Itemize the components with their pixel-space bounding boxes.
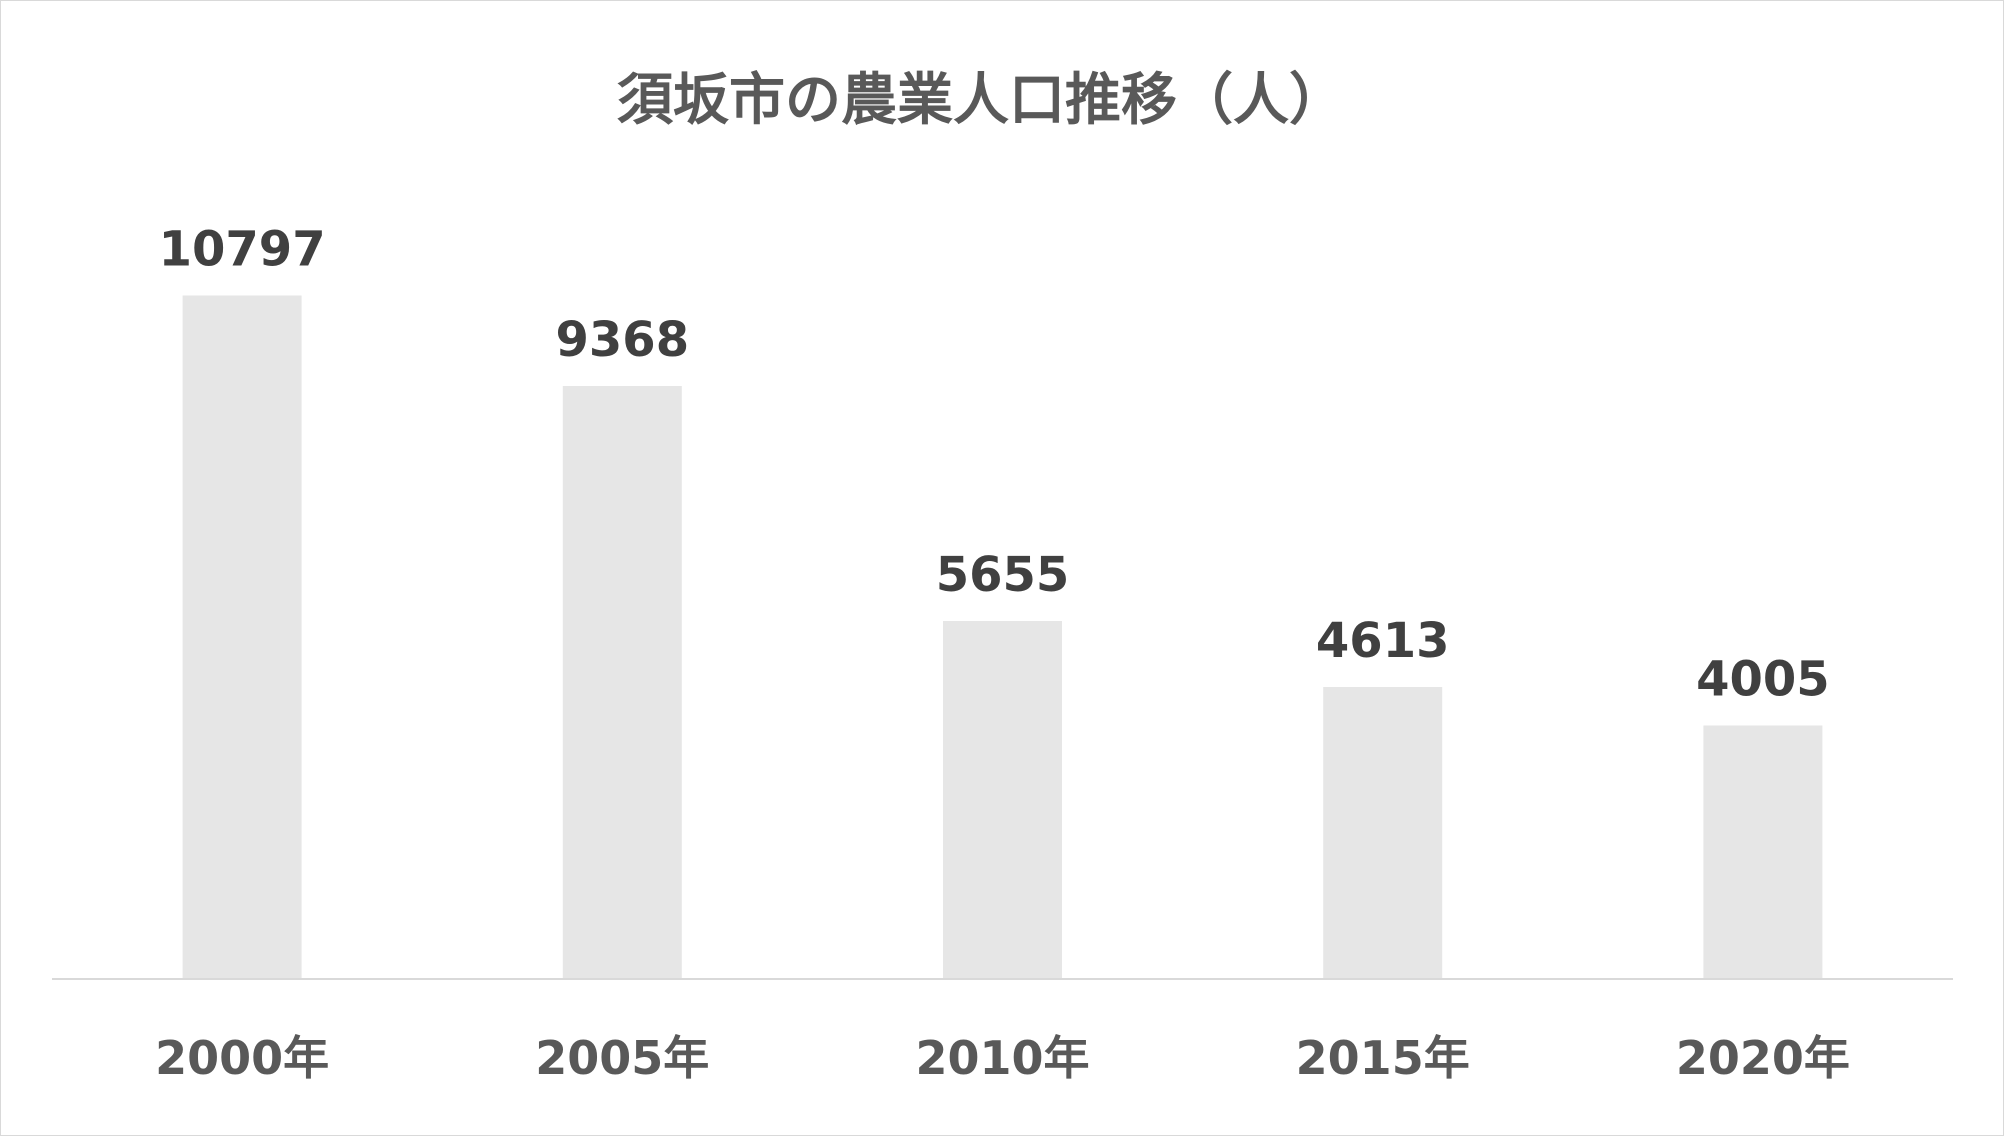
data-label-2: 5655 xyxy=(936,547,1070,603)
x-tick-label-1: 2005年 xyxy=(535,1031,709,1085)
x-tick-label-2: 2010年 xyxy=(915,1031,1089,1085)
bar-0 xyxy=(182,295,302,979)
data-label-4: 4005 xyxy=(1696,652,1830,708)
x-tick-labels-group: 2000年 2005年 2010年 2015年 2020年 xyxy=(155,1031,1850,1085)
x-tick-label-3: 2015年 xyxy=(1296,1031,1470,1085)
x-tick-label-4: 2020年 xyxy=(1676,1031,1850,1085)
bar-1 xyxy=(562,386,682,979)
bar-2 xyxy=(943,621,1062,979)
chart-title: 須坂市の農業人口推移（人） xyxy=(617,68,1345,133)
data-label-3: 4613 xyxy=(1316,613,1450,669)
data-label-1: 9368 xyxy=(556,312,690,368)
data-labels-group: 10797 9368 5655 4613 4005 xyxy=(159,222,1830,708)
data-label-0: 10797 xyxy=(159,222,326,278)
bar-4 xyxy=(1703,725,1823,979)
x-tick-label-0: 2000年 xyxy=(155,1031,329,1085)
bar-3 xyxy=(1323,687,1443,979)
bars-group xyxy=(182,295,1823,979)
